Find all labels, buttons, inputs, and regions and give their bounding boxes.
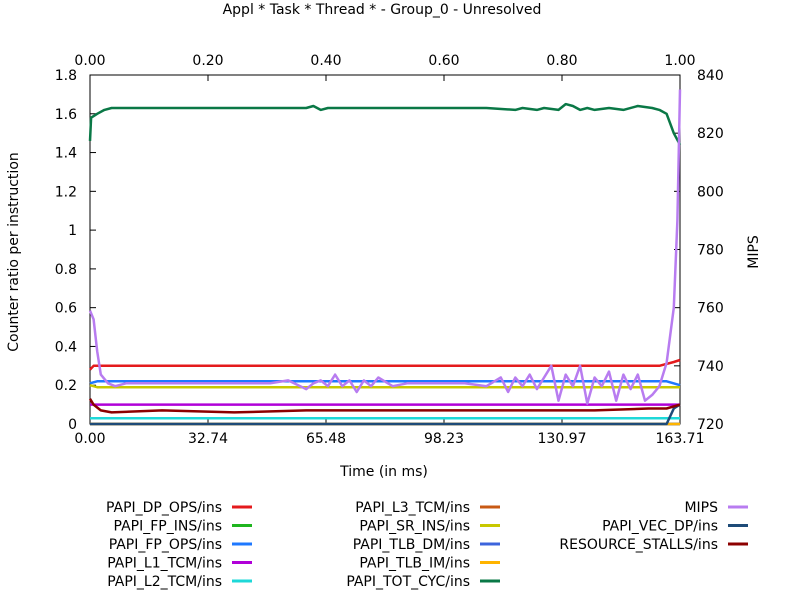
- y-tick-label: 1.4: [55, 146, 77, 162]
- x-tick-label: 32.74: [188, 431, 228, 447]
- legend-label: PAPI_L1_TCM/ins: [107, 556, 222, 572]
- legend-label: PAPI_TLB_IM/ins: [359, 556, 470, 572]
- y-tick-label: 0.8: [55, 262, 77, 278]
- x-tick-label: 130.97: [538, 431, 587, 447]
- y2-tick-label: 780: [697, 243, 724, 259]
- y-tick-label: 0: [68, 417, 77, 433]
- legend-label: PAPI_FP_INS/ins: [114, 519, 222, 535]
- x2-tick-label: 0.40: [310, 53, 341, 69]
- x-tick-label: 163.71: [656, 431, 705, 447]
- legend-label: PAPI_FP_OPS/ins: [109, 537, 222, 553]
- series-line-2: [89, 380, 681, 387]
- y2-tick-label: 760: [697, 301, 724, 317]
- series-line-12: [88, 398, 681, 414]
- x-tick-label: 98.23: [424, 431, 464, 447]
- chart-title: Appl * Task * Thread * - Group_0 - Unres…: [223, 2, 542, 18]
- series-line-6: [89, 383, 680, 389]
- legend-label: PAPI_TOT_CYC/ins: [346, 574, 470, 590]
- y-tick-label: 1: [68, 223, 77, 239]
- axis-tick-labels: 0.00 32.74 65.48 98.23 130.97 163.710.00 0.20 0…: [55, 53, 724, 447]
- legend: PAPI_DP_OPS/ins PAPI_FP_INS/ins PAPI_FP_OP…: [106, 500, 748, 590]
- y-tick-label: 0.6: [55, 301, 77, 317]
- series-line-0: [89, 358, 681, 371]
- x2-tick-label: 1.00: [664, 53, 695, 69]
- legend-label: PAPI_L2_TCM/ins: [107, 574, 222, 590]
- y-tick-label: 1.2: [55, 184, 77, 200]
- legend-label: PAPI_DP_OPS/ins: [106, 500, 222, 516]
- y-tick-label: 0.2: [55, 378, 77, 394]
- legend-label: MIPS: [684, 500, 718, 516]
- y-axis-label: Counter ratio per instruction: [6, 152, 22, 352]
- legend-label: PAPI_L3_TCM/ins: [355, 500, 470, 516]
- axis-ticks: [89, 74, 681, 425]
- x-axis-label: Time (in ms): [339, 464, 428, 480]
- x2-tick-label: 0.80: [546, 53, 577, 69]
- y2-tick-label: 720: [697, 417, 724, 433]
- legend-label: PAPI_SR_INS/ins: [359, 519, 470, 535]
- x2-tick-label: 0.20: [192, 53, 223, 69]
- legend-label: PAPI_VEC_DP/ins: [602, 519, 718, 535]
- y2-tick-label: 740: [697, 359, 724, 375]
- y-tick-label: 0.4: [55, 339, 77, 355]
- x2-tick-label: 0.60: [428, 53, 459, 69]
- y2-tick-label: 840: [697, 68, 724, 84]
- y-tick-label: 1.6: [55, 107, 77, 123]
- x2-tick-label: 0.00: [74, 53, 105, 69]
- series-line-9: [88, 102, 682, 146]
- y-tick-label: 1.8: [55, 68, 77, 84]
- series-line-10: [88, 89, 682, 405]
- y2-tick-label: 800: [697, 184, 724, 200]
- series-lines: [88, 89, 682, 426]
- x-tick-label: 65.48: [306, 431, 346, 447]
- x-tick-label: 0.00: [74, 431, 105, 447]
- y2-tick-label: 820: [697, 126, 724, 142]
- y2-axis-label: MIPS: [746, 235, 762, 269]
- legend-label: RESOURCE_STALLS/ins: [559, 537, 718, 553]
- legend-label: PAPI_TLB_DM/ins: [353, 537, 470, 553]
- series-line-11: [90, 403, 681, 426]
- plot-frame: [89, 74, 681, 425]
